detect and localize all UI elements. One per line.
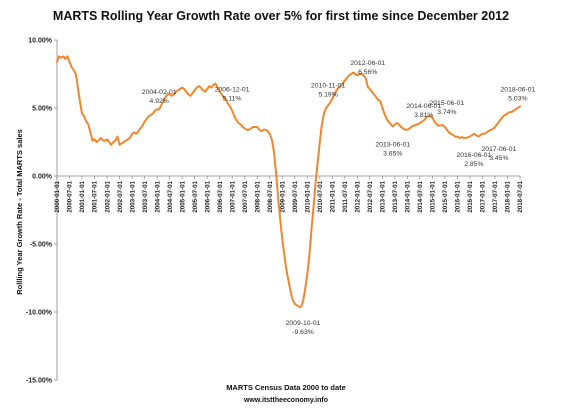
x-tick-label: 2017-01-01 xyxy=(480,180,487,212)
annotation-date: 2018-06-01 xyxy=(501,87,536,94)
annotation-date: 2014-06-01 xyxy=(406,103,441,110)
x-axis-label: MARTS Census Data 2000 to date xyxy=(226,383,346,392)
annotation-2009-10-01: 2009-10-01 -9.63% xyxy=(286,320,321,336)
y-tick-label: -15.00% xyxy=(26,378,53,385)
x-tick-label: 2005-01-01 xyxy=(179,180,186,212)
x-tick-label: 2009-01-01 xyxy=(279,180,286,212)
x-tick-label: 2007-07-01 xyxy=(242,180,249,212)
x-tick-label: 2012-01-01 xyxy=(355,180,362,212)
x-tick-label: 2003-01-01 xyxy=(129,180,136,212)
x-tick-label: 2005-07-01 xyxy=(192,180,199,212)
annotation-date: 2004-02-01 xyxy=(142,89,177,96)
series-line-0 xyxy=(56,55,521,308)
y-tick-label: 5.00% xyxy=(32,106,53,113)
annotation-date: 2009-10-01 xyxy=(286,320,321,327)
x-tick-label: 2011-01-01 xyxy=(329,180,336,212)
annotation-2016-06-01: 2016-06-01 2.85% xyxy=(456,152,491,168)
annotation-value: 4.92% xyxy=(150,98,169,105)
x-tick-label: 2002-07-01 xyxy=(117,180,124,212)
x-tick-label: 2015-01-01 xyxy=(430,180,437,212)
annotation-2012-06-01: 2012-06-01 6.56% xyxy=(350,60,385,76)
x-tick-label: 2015-07-01 xyxy=(442,180,449,212)
annotation-date: 2017-06-01 xyxy=(481,146,516,153)
x-tick-label: 2009-07-01 xyxy=(292,180,299,212)
annotation-value: 3.65% xyxy=(383,150,402,157)
x-tick-label: 2014-01-01 xyxy=(405,180,412,212)
series-group xyxy=(56,55,521,308)
annotation-2015-06-01: 2015-06-01 3.74% xyxy=(429,100,464,116)
annotation-2018-06-01: 2018-06-01 5.03% xyxy=(501,87,536,103)
annotation-value: 3.45% xyxy=(489,155,508,162)
x-tick-label: 2018-01-01 xyxy=(505,180,512,212)
y-tick-label: -10.00% xyxy=(26,310,53,317)
annotation-value: 5.19% xyxy=(318,91,337,98)
x-tick-label: 2008-07-01 xyxy=(267,180,274,212)
annotation-date: 2015-06-01 xyxy=(429,100,464,107)
x-tick-label: 2010-01-01 xyxy=(304,180,311,212)
x-tick-label: 2003-07-01 xyxy=(142,180,149,212)
x-ticks: 2000-01-01 2000-07-01 2001-01-01 2001-07-01… xyxy=(54,176,524,213)
annotation-2010-11-01: 2010-11-01 5.19% xyxy=(311,82,345,98)
x-tick-label: 2017-07-01 xyxy=(492,180,499,212)
annotations: 2004-02-01 4.92% 2006-12-01 5.11% 2010-11-01… xyxy=(142,60,536,336)
x-tick-label: 2010-07-01 xyxy=(317,180,324,212)
annotation-value: 2.85% xyxy=(464,161,483,168)
y-axis-label-group: Rollling Year Growth Rate - Total MARTS … xyxy=(15,129,24,295)
y-ticks: 10.00% 5.00% 0.00% -5.00% -10.00% -15.00% xyxy=(26,38,57,385)
annotation-date: 2010-11-01 xyxy=(311,82,345,89)
chart-title: MARTS Rolling Year Growth Rate over 5% f… xyxy=(53,9,509,23)
annotation-2013-06-01: 2013-06-01 3.65% xyxy=(375,141,410,157)
annotation-2014-06-01: 2014-06-01 3.81% xyxy=(406,103,441,119)
x-tick-label: 2000-07-01 xyxy=(67,180,74,212)
x-tick-label: 2013-01-01 xyxy=(380,180,387,212)
y-axis-label: Rollling Year Growth Rate - Total MARTS … xyxy=(15,129,24,295)
x-tick-label: 2007-01-01 xyxy=(229,180,236,212)
annotation-date: 2016-06-01 xyxy=(456,152,491,159)
annotation-value: 6.56% xyxy=(358,69,377,76)
x-tick-label: 2016-01-01 xyxy=(455,180,462,212)
x-tick-label: 2001-01-01 xyxy=(79,180,86,212)
annotation-2017-06-01: 2017-06-01 3.45% xyxy=(481,146,516,162)
y-tick-label: 10.00% xyxy=(28,38,53,45)
annotation-value: 5.11% xyxy=(223,96,242,103)
y-tick-label: 0.00% xyxy=(32,174,53,181)
annotation-2004-02-01: 2004-02-01 4.92% xyxy=(142,89,177,105)
x-tick-label: 2013-07-01 xyxy=(392,180,399,212)
x-tick-label: 2011-07-01 xyxy=(342,180,349,212)
annotation-value: 3.81% xyxy=(414,112,433,119)
x-tick-label: 2014-07-01 xyxy=(417,180,424,212)
x-tick-label: 2004-01-01 xyxy=(154,180,161,212)
annotation-date: 2012-06-01 xyxy=(350,60,385,67)
source-text: www.itsttheeconomy.info xyxy=(243,397,328,404)
annotation-value: 3.74% xyxy=(437,109,456,116)
x-tick-label: 2004-07-01 xyxy=(167,180,174,212)
annotation-value: 5.03% xyxy=(508,96,527,103)
annotation-value: -9.63% xyxy=(292,329,314,336)
annotation-date: 2013-06-01 xyxy=(375,141,410,148)
x-tick-label: 2006-07-01 xyxy=(217,180,224,212)
x-tick-label: 2008-01-01 xyxy=(254,180,261,212)
x-tick-label: 2016-07-01 xyxy=(467,180,474,212)
x-tick-label: 2006-01-01 xyxy=(204,180,211,212)
x-tick-label: 2002-01-01 xyxy=(104,180,111,212)
axes xyxy=(56,40,520,380)
annotation-2006-12-01: 2006-12-01 5.11% xyxy=(215,87,250,103)
x-tick-label: 2001-07-01 xyxy=(92,180,99,212)
x-tick-label: 2000-01-01 xyxy=(54,180,61,212)
x-tick-label: 2012-07-01 xyxy=(367,180,374,212)
x-tick-label: 2018-07-01 xyxy=(517,180,524,212)
y-tick-label: -5.00% xyxy=(30,242,53,249)
annotation-date: 2006-12-01 xyxy=(215,87,250,94)
